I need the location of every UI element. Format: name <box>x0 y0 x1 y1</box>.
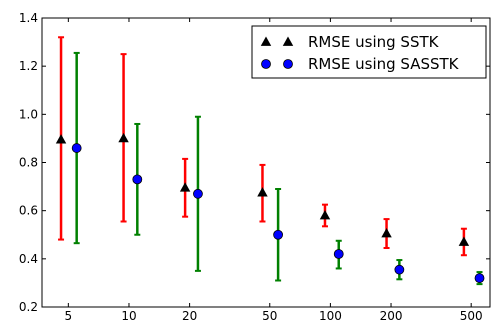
plot-area <box>55 36 485 286</box>
data-point-circle <box>71 143 82 153</box>
legend-marker-circle <box>261 59 271 69</box>
data-point-circle <box>333 249 344 259</box>
data-point-triangle <box>458 236 470 246</box>
data-point-triangle <box>381 228 392 238</box>
x-tick-label: 5 <box>65 309 73 320</box>
data-point-triangle <box>118 132 129 143</box>
data-point-triangle <box>55 134 67 144</box>
legend-label: RMSE using SSTK <box>308 33 440 51</box>
x-tick-label: 20 <box>182 309 197 320</box>
y-tick-label: 1.4 <box>19 11 38 25</box>
data-point-triangle <box>319 209 331 220</box>
data-point-circle <box>474 273 485 284</box>
legend-marker-circle <box>283 59 293 69</box>
data-point-triangle <box>179 182 191 192</box>
legend-label: RMSE using SASSTK <box>308 55 460 73</box>
data-point-circle <box>193 188 203 199</box>
y-tick-label: 0.6 <box>19 204 38 218</box>
x-tick-label: 10 <box>121 309 136 320</box>
data-point-circle <box>273 229 283 240</box>
legend-box <box>251 25 487 79</box>
data-point-circle <box>132 174 143 185</box>
y-tick-label: 1.0 <box>19 107 38 121</box>
x-tick-label: 50 <box>262 309 277 320</box>
y-tick-label: 0.4 <box>19 252 38 266</box>
data-point-triangle <box>257 187 268 197</box>
y-tick-label: 1.2 <box>19 59 38 73</box>
x-tick-label: 200 <box>380 309 403 320</box>
legend: RMSE using SSTK RMSE using SASSTK <box>251 25 487 79</box>
legend-marker-triangle <box>282 36 294 46</box>
x-tick-label: 100 <box>319 309 342 320</box>
legend-marker-triangle <box>260 36 272 46</box>
y-tick-label: 0.8 <box>19 156 38 170</box>
y-tick-label: 0.2 <box>19 300 38 314</box>
x-tick-label: 500 <box>460 309 483 320</box>
axis-ticks: 0.2 0.4 0.6 0.8 1.0 1.2 1.4 5 10 20 50 100 200 500 <box>19 11 490 320</box>
data-point-circle <box>394 264 405 275</box>
